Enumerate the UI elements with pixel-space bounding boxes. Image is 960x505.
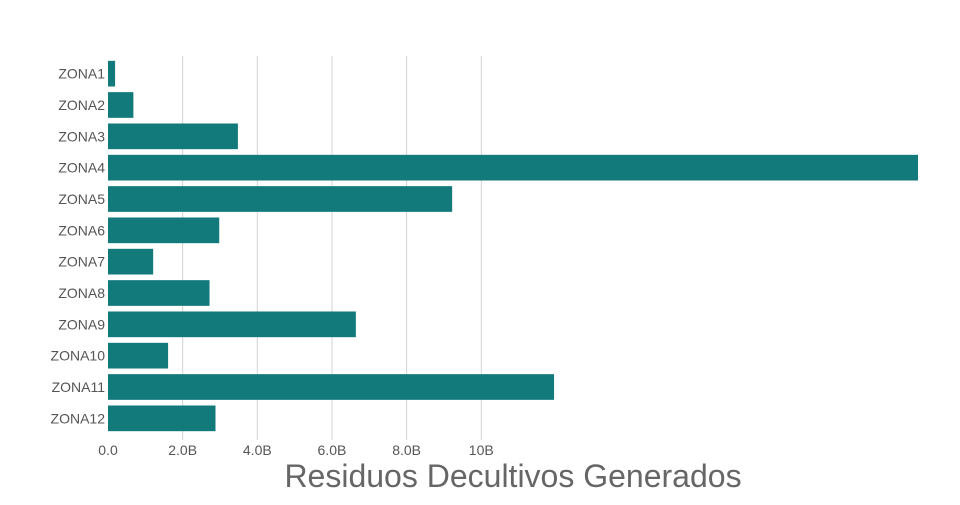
x-tick-label: 6.0B [318,442,347,458]
category-label: ZONA5 [58,191,105,207]
category-label: ZONA6 [58,222,105,238]
bars [108,60,918,432]
x-axis-title: Residuos Decultivos Generados [284,458,741,494]
x-tick-label: 0.0 [98,442,118,458]
bar-zona9 [108,311,356,338]
category-label: ZONA8 [58,285,105,301]
bar-zona8 [108,280,210,306]
category-label: ZONA1 [58,66,105,82]
category-label: ZONA9 [58,316,105,332]
category-label: ZONA2 [58,97,105,113]
x-tick-label: 8.0B [392,442,421,458]
category-labels: ZONA1 ZONA2 ZONA3 ZONA4 ZONA5 ZONA6 ZONA7 ZONA8… [51,66,106,427]
category-label: ZONA7 [58,254,105,270]
bar-zona12 [108,405,216,432]
x-tick-label: 2.0B [168,442,197,458]
category-label: ZONA12 [51,410,106,426]
category-label: ZONA3 [58,128,105,144]
bar-zona6 [108,217,220,244]
bar-zona2 [108,92,134,118]
x-tick-labels: 0.0 2.0B 4.0B 6.0B 8.0B 10B [98,442,493,458]
bar-zona4 [108,154,918,181]
category-label: ZONA10 [51,348,106,364]
bar-zona1 [108,60,116,87]
x-tick-label: 10B [469,442,494,458]
bar-zona10 [108,342,169,369]
bar-zona7 [108,248,154,275]
category-label: ZONA11 [52,379,106,395]
bar-zona3 [108,123,238,150]
x-tick-label: 4.0B [243,442,272,458]
bar-zona5 [108,186,453,212]
category-label: ZONA4 [58,160,105,176]
bar-zona11 [108,374,555,400]
